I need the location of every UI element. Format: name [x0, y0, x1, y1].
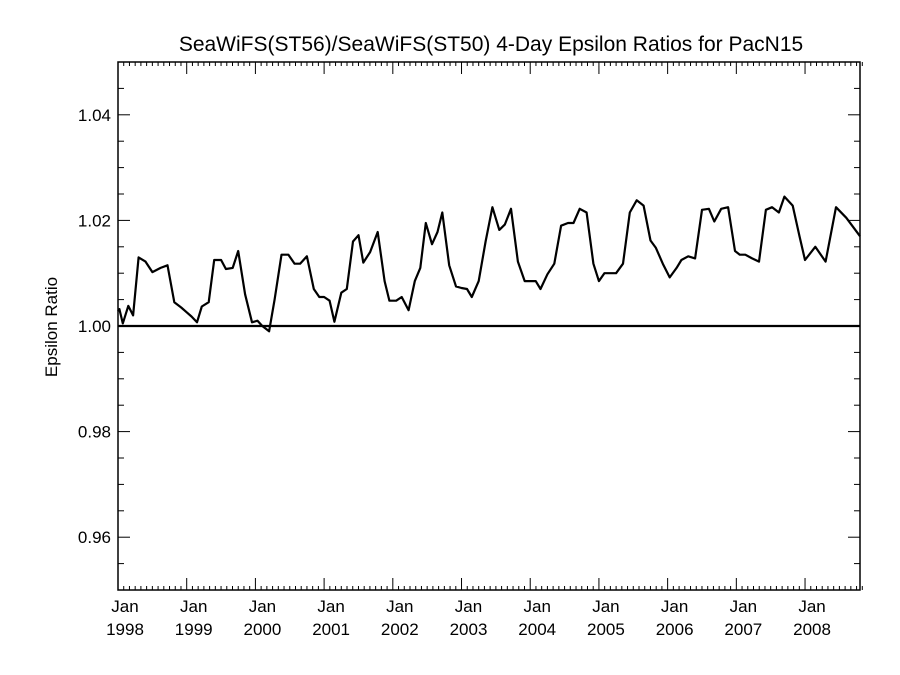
x-tick-label-month: Jan	[798, 597, 825, 616]
x-tick-label-year: 1999	[175, 620, 213, 639]
x-tick-label-year: 2008	[793, 620, 831, 639]
series-line	[117, 195, 861, 333]
x-tick-label-year: 2004	[518, 620, 556, 639]
x-tick-label-month: Jan	[730, 597, 757, 616]
x-tick-label-month: Jan	[317, 597, 344, 616]
y-tick-label: 1.02	[78, 211, 111, 230]
plot-frame	[117, 61, 861, 591]
x-tick-label-month: Jan	[455, 597, 482, 616]
x-tick-label-year: 2003	[450, 620, 488, 639]
x-tick-label-year: 2007	[724, 620, 762, 639]
x-tick-label-year: 1998	[106, 620, 144, 639]
y-tick-label: 1.04	[78, 106, 111, 125]
axis-tick-labels: 0.96 0.98 1.00 1.02 1.04 Jan 1998 Jan 1999 Jan 200…	[78, 106, 831, 639]
x-tick-label-month: Jan	[661, 597, 688, 616]
y-tick-label: 1.00	[78, 317, 111, 336]
x-tick-label-month: Jan	[111, 597, 138, 616]
x-tick-label-year: 2005	[587, 620, 625, 639]
x-tick-label-year: 2006	[656, 620, 694, 639]
x-tick-label-month: Jan	[180, 597, 207, 616]
chart-title: SeaWiFS(ST56)/SeaWiFS(ST50) 4-Day Epsilo…	[179, 33, 803, 56]
y-tick-label: 0.98	[78, 423, 111, 442]
x-tick-label-year: 2002	[381, 620, 419, 639]
x-tick-label-year: 2000	[243, 620, 281, 639]
x-tick-label-year: 2001	[312, 620, 350, 639]
x-tick-label-month: Jan	[592, 597, 619, 616]
y-axis-label: Epsilon Ratio	[42, 277, 61, 377]
x-tick-label-month: Jan	[249, 597, 276, 616]
x-tick-label-month: Jan	[524, 597, 551, 616]
x-tick-label-month: Jan	[386, 597, 413, 616]
y-tick-label: 0.96	[78, 528, 111, 547]
